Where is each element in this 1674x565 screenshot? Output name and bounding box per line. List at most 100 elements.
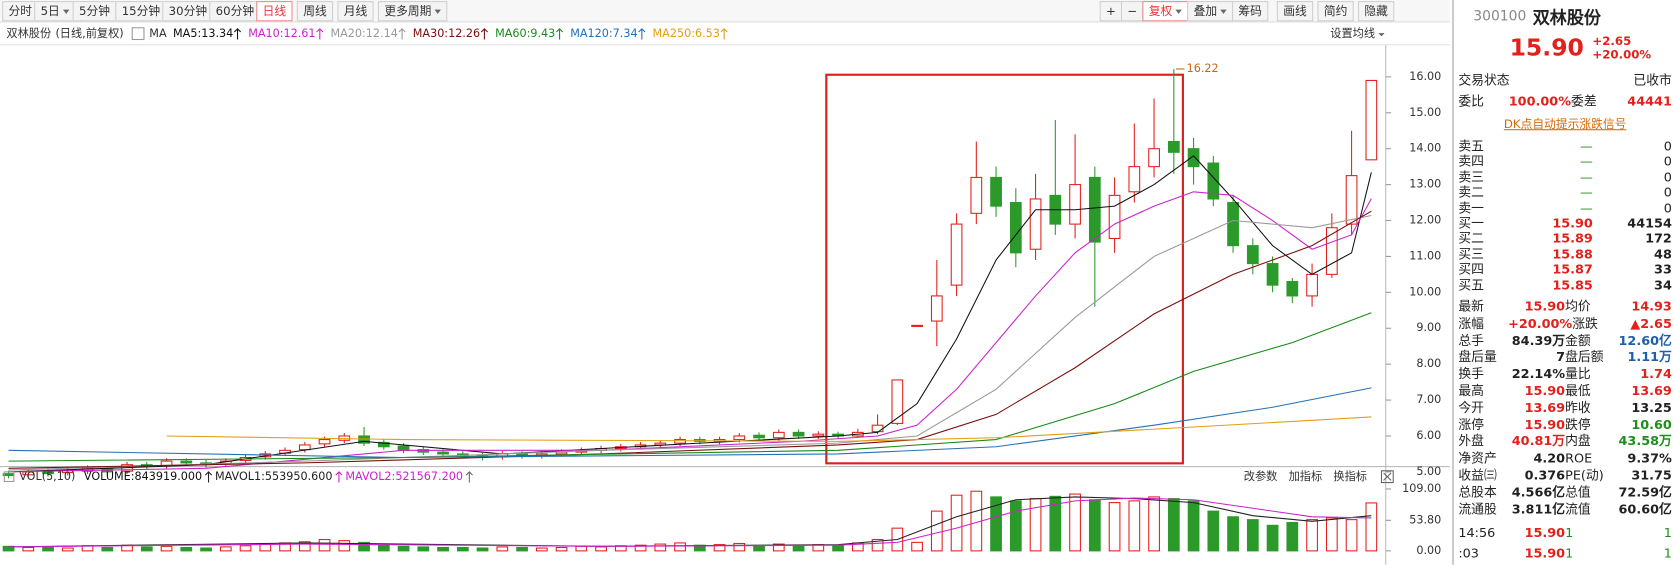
order-price: 15.89	[1552, 231, 1593, 246]
volume-bar	[871, 538, 884, 552]
quote-cell: 13.69	[1524, 400, 1566, 416]
period-tab[interactable]: 5分钟	[72, 1, 117, 22]
quote-cell: 40.81万	[1511, 433, 1566, 449]
quote-row: 最高 15.90 最低 13.69	[1458, 383, 1672, 399]
quote-cell: 金额	[1565, 332, 1591, 348]
candle-body	[1009, 202, 1022, 254]
y-tick-label: 53.80	[1409, 513, 1441, 526]
candle-body	[891, 379, 904, 424]
quote-cell: 1.74	[1640, 366, 1672, 382]
period-tab[interactable]: 周线	[296, 1, 334, 22]
quote-cell: 流值	[1565, 501, 1591, 517]
legend-arrow	[465, 471, 473, 483]
toolbar: 分时 5日 5分钟 15分钟 30分钟 60分钟 日线 周线 月线 更多周期 + − 复权 叠加 筹码 画线简…	[0, 0, 1450, 23]
volume-bar	[1148, 496, 1160, 552]
stock-code: 300100	[1473, 8, 1527, 25]
indicator-button[interactable]: 改参数	[1244, 469, 1278, 483]
close-icon[interactable]	[1380, 470, 1394, 484]
order-volume: 44154	[1627, 215, 1672, 231]
ma-line	[8, 214, 1372, 471]
y-tick-label: 9.00	[1416, 321, 1441, 334]
collapse-icon	[3, 471, 15, 483]
tool-button[interactable]: 叠加	[1187, 1, 1234, 22]
ma-line	[8, 155, 1372, 473]
volume-bar	[180, 546, 193, 552]
quote-cell: 22.14%	[1511, 366, 1566, 382]
period-tab[interactable]: 月线	[337, 1, 374, 22]
tool-button[interactable]: 画线	[1276, 1, 1314, 22]
tool-button[interactable]: +	[1099, 1, 1123, 22]
tool-button[interactable]: 简约	[1317, 1, 1354, 22]
order-volume: 0	[1663, 184, 1672, 200]
volume-bar	[1286, 521, 1299, 552]
order-volume: 33	[1654, 261, 1672, 277]
period-tab[interactable]: 5日	[34, 1, 76, 22]
change-box: +2.65 +20.00%	[1592, 34, 1651, 62]
period-tab[interactable]: 更多周期	[377, 1, 448, 22]
candle-body	[792, 431, 805, 437]
candle-body	[1069, 184, 1081, 225]
order-price: —	[1580, 138, 1593, 154]
volume-bar	[61, 547, 74, 552]
volume-bar	[1266, 524, 1279, 552]
candle-body	[753, 434, 765, 439]
quote-cell: 4.20	[1533, 450, 1566, 466]
volume-bar	[1167, 498, 1180, 552]
tool-button[interactable]: 隐藏	[1357, 1, 1395, 22]
candle-body	[1266, 263, 1279, 286]
quote-cell: 4.566亿	[1511, 484, 1566, 500]
tool-button[interactable]: −	[1120, 1, 1144, 22]
period-tab[interactable]: 日线	[256, 1, 293, 22]
tool-button[interactable]: 复权	[1142, 1, 1189, 22]
quote-cell: 净资产	[1458, 450, 1497, 466]
y-tick-label: 8.00	[1416, 357, 1441, 370]
candle-body	[1128, 166, 1141, 193]
order-label: 买三	[1458, 246, 1484, 262]
tool-button[interactable]: 筹码	[1232, 1, 1269, 22]
period-tab[interactable]: 15分钟	[115, 1, 167, 22]
period-tab[interactable]: 分时	[2, 1, 39, 22]
period-tab[interactable]: 60分钟	[209, 1, 261, 22]
candle-body	[1345, 175, 1358, 225]
volume-bar	[1009, 500, 1022, 552]
volume-bar	[832, 544, 844, 552]
y-tick-label: 12.00	[1409, 214, 1441, 227]
quote-cell: 60.60亿	[1618, 501, 1672, 517]
highlight-box	[825, 73, 1184, 465]
order-row: 买三 15.88 48	[1458, 246, 1672, 261]
quote-row: 流通股 3.811亿 流值 60.60亿	[1458, 501, 1672, 517]
ma-settings[interactable]: 设置均线	[1330, 26, 1375, 40]
quote-cell: 3.811亿	[1511, 501, 1566, 517]
quote-cell: 1	[1565, 545, 1574, 561]
period-tab[interactable]: 30分钟	[162, 1, 214, 22]
quote-cell: 31.75	[1631, 467, 1672, 483]
quote-cell: :03	[1458, 545, 1479, 561]
volume-bar	[713, 544, 726, 552]
volume-bar	[358, 541, 370, 552]
candle-body	[1029, 198, 1042, 250]
indicator-button[interactable]: 加指标	[1289, 469, 1323, 483]
indicator-button[interactable]: 换指标	[1333, 469, 1367, 483]
candle-body	[1167, 140, 1180, 153]
y-tick-label: 5.00	[1416, 465, 1441, 478]
legend-entry: MA60:9.43	[495, 27, 555, 40]
volume-bar	[772, 543, 785, 552]
order-label: 买五	[1458, 277, 1484, 293]
volume-bar	[1049, 495, 1062, 552]
quote-cell: 换手	[1458, 366, 1484, 382]
quote-cell: 委差	[1571, 93, 1597, 109]
quote-cell: 14.93	[1631, 298, 1672, 314]
dk-link[interactable]: DK点自动提示涨跌信号	[1503, 117, 1627, 132]
volume-bar	[476, 547, 489, 552]
y-tick-label: 0.00	[1416, 544, 1441, 557]
order-price: —	[1580, 200, 1593, 216]
candle-body	[1325, 227, 1338, 275]
volume-title: VOL(5,10)	[19, 470, 75, 483]
order-volume: 172	[1645, 231, 1672, 246]
candle-body	[180, 460, 193, 464]
legend-entry: MA250:6.53	[653, 27, 720, 40]
legend-arrow	[316, 28, 324, 40]
volume-bar	[160, 545, 173, 552]
y-tick-label: 11.00	[1409, 249, 1441, 262]
quote-cell: 1	[1565, 525, 1574, 541]
